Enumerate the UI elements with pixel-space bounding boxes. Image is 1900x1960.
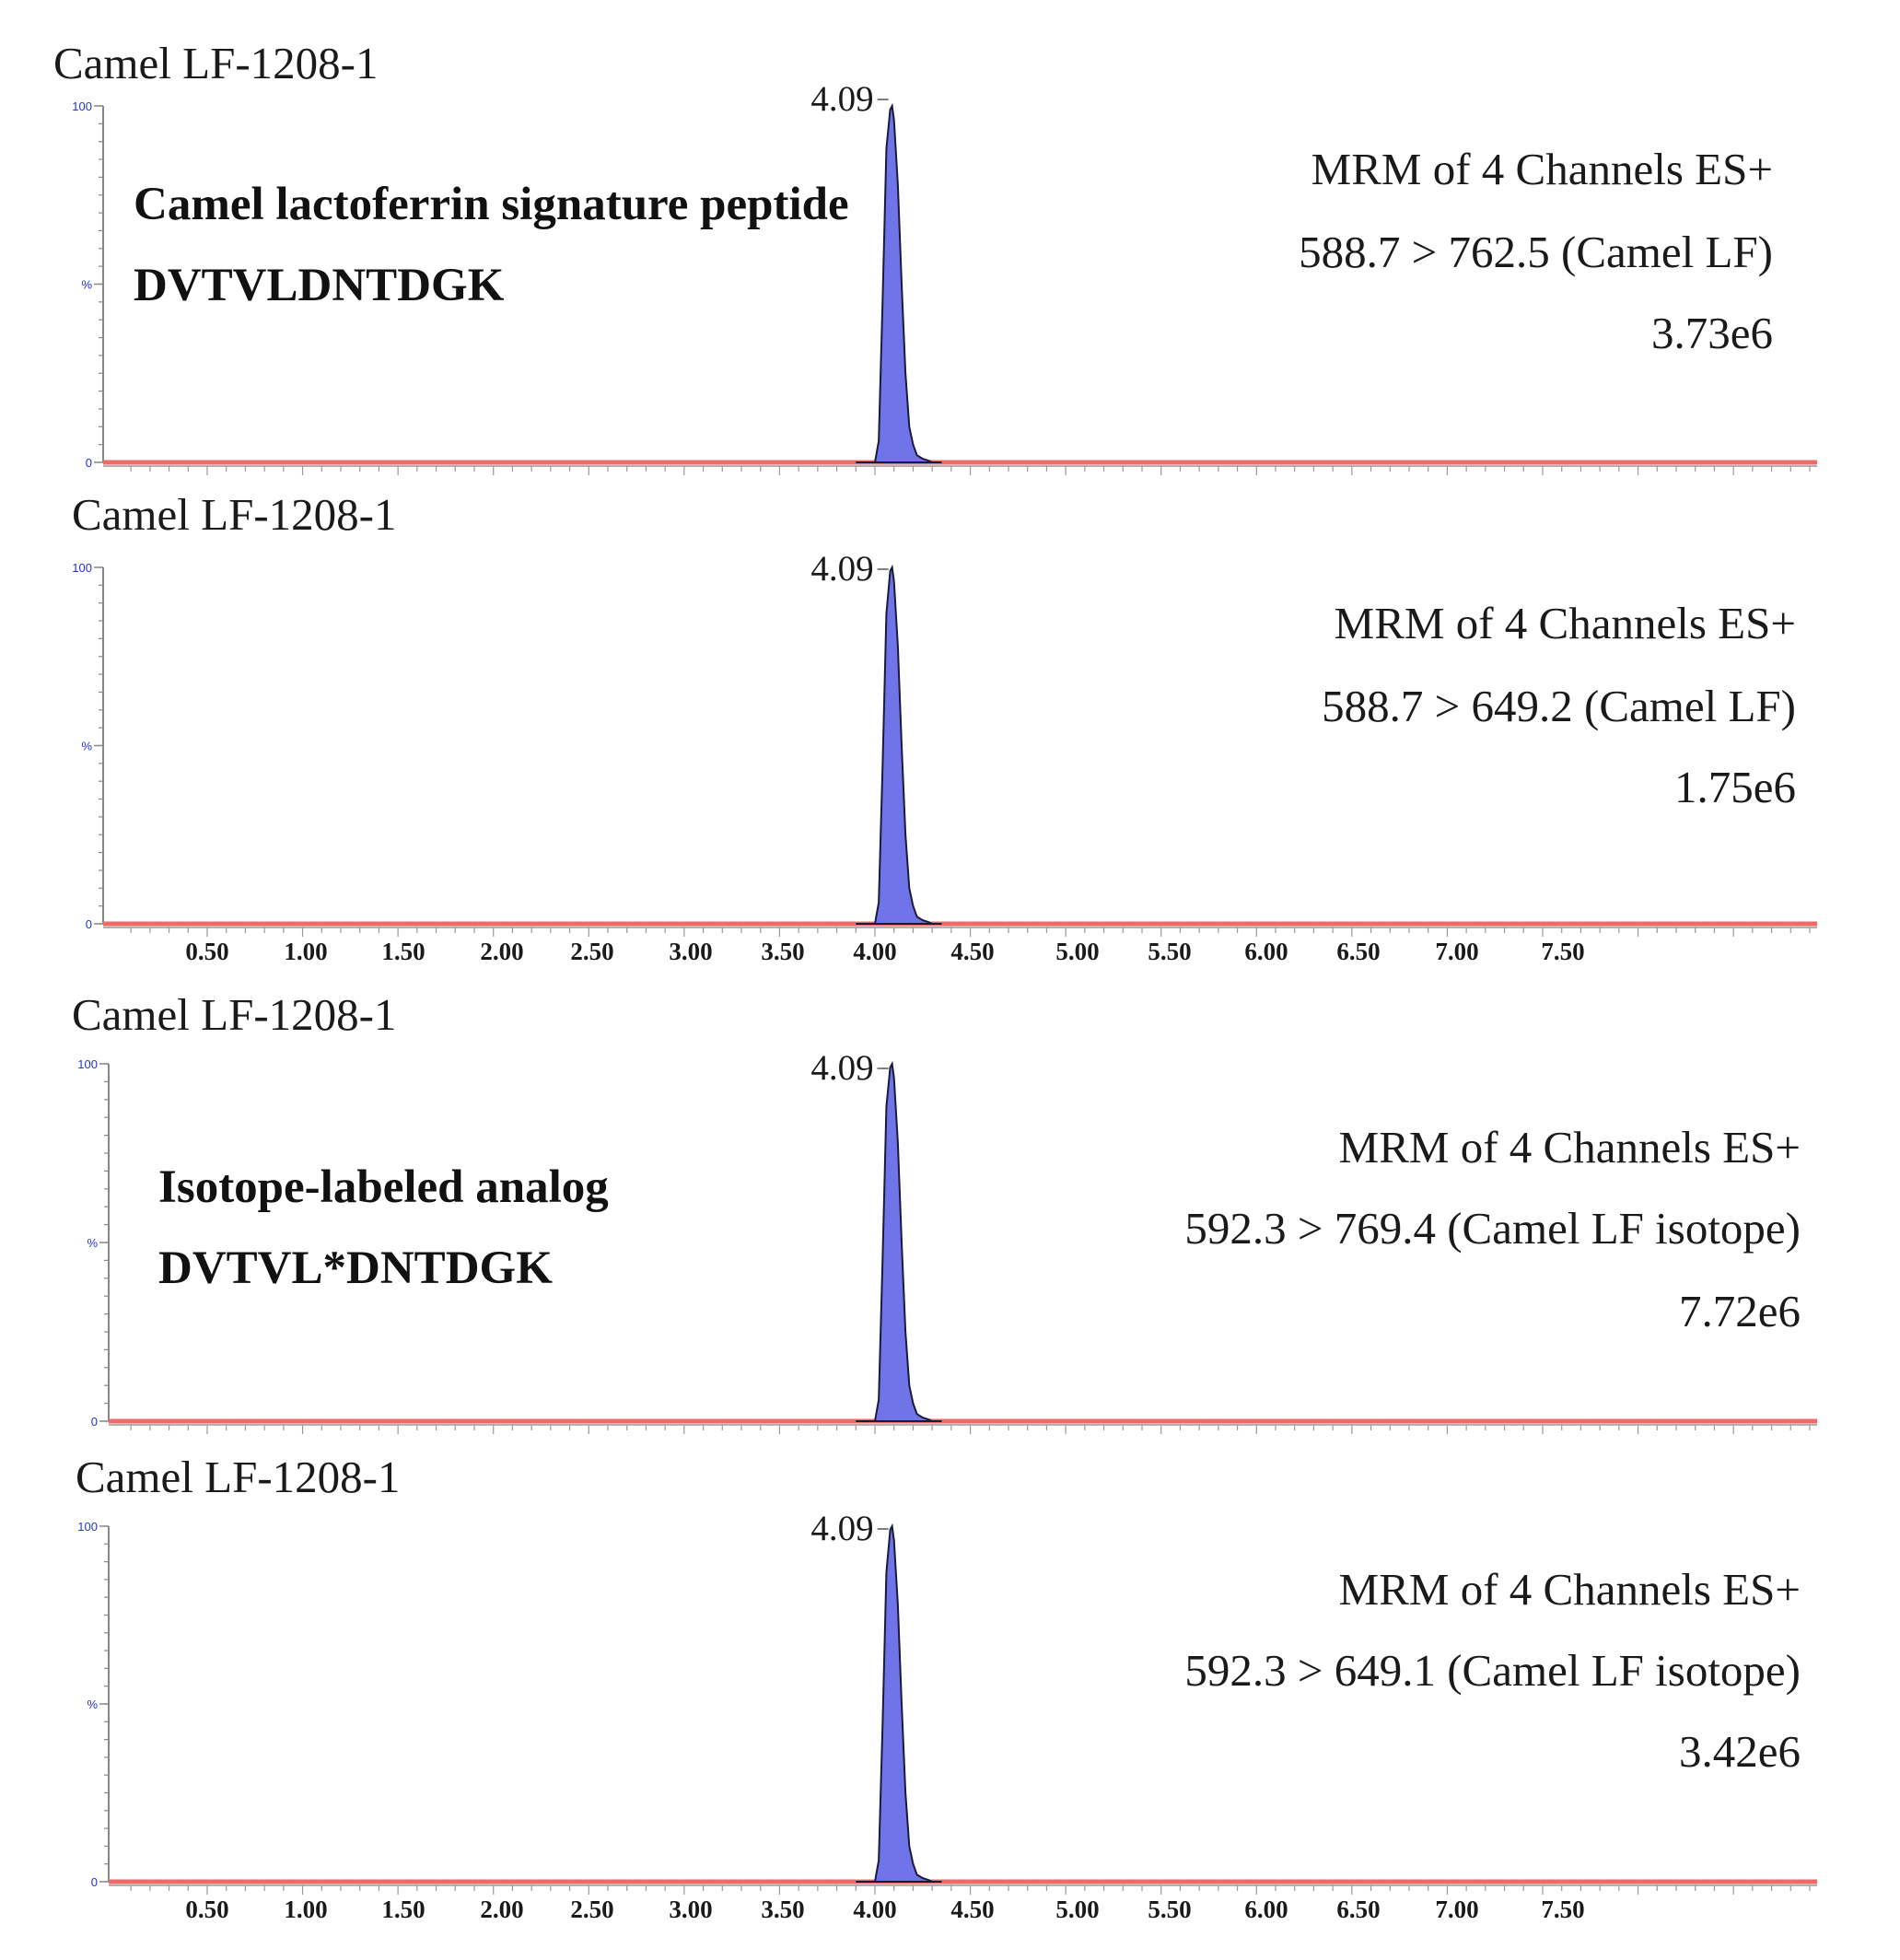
channel-info-line: MRM of 4 Channels ES+ — [1339, 1122, 1801, 1172]
channel-info-line: MRM of 4 Channels ES+ — [1339, 1564, 1801, 1615]
channel-info-line: 588.7 > 649.2 (Camel LF) — [1322, 681, 1796, 731]
x-tick-label: 6.50 — [1336, 1896, 1380, 1923]
y-tick-label: 0 — [91, 1415, 98, 1429]
x-tick-label: 4.50 — [950, 1896, 994, 1923]
sample-label: Camel LF-1208-1 — [72, 489, 396, 540]
x-tick-label: 2.00 — [480, 938, 523, 965]
channel-info-line: MRM of 4 Channels ES+ — [1311, 144, 1773, 194]
peptide-annotation: DVTVLDNTDGK — [134, 260, 505, 311]
peak-area — [856, 1060, 942, 1422]
peak-rt-label: 4.09 — [810, 1509, 873, 1548]
peak-area — [856, 1522, 942, 1883]
x-tick-label: 6.50 — [1336, 938, 1380, 965]
chromatogram-panel-4: Camel LF-1208-1 0% 100 4.09 MRM of 4 Channel… — [76, 1452, 1817, 1923]
peak-rt-label: 4.09 — [810, 79, 873, 119]
x-tick-label: 4.00 — [853, 1896, 896, 1923]
x-tick-label: 3.00 — [669, 938, 712, 965]
x-tick-label: 7.00 — [1435, 938, 1478, 965]
x-tick-label: 1.00 — [284, 938, 327, 965]
peak-area — [856, 102, 942, 463]
x-tick-label: 4.50 — [950, 938, 994, 965]
x-tick-label: 2.00 — [480, 1896, 523, 1923]
x-tick-label: 3.50 — [761, 1896, 804, 1923]
y-tick-label: % — [81, 740, 92, 753]
x-tick-label: 5.00 — [1055, 1896, 1099, 1923]
x-tick-label: 3.50 — [761, 938, 804, 965]
chromatogram-panel-2: Camel LF-1208-1 0% 100 4.09 MRM of 4 Channel… — [72, 489, 1817, 965]
y-tick-label: 100 — [72, 99, 92, 113]
y-tick-label: 100 — [77, 1057, 98, 1071]
y-tick-label: 100 — [72, 561, 92, 575]
y-tick-label: 100 — [77, 1520, 98, 1534]
x-tick-label: 1.50 — [381, 1896, 425, 1923]
x-tick-label: 0.50 — [185, 1896, 228, 1923]
channel-info-line: 588.7 > 762.5 (Camel LF) — [1299, 227, 1773, 277]
x-tick-label: 6.00 — [1244, 938, 1288, 965]
y-tick-label: 0 — [91, 1875, 98, 1889]
y-tick-label: % — [87, 1236, 98, 1250]
channel-info-line: MRM of 4 Channels ES+ — [1335, 598, 1796, 648]
channel-info-line: 1.75e6 — [1674, 762, 1796, 812]
chromatogram-panel-1: Camel LF-1208-1 0% 100 4.09 MRM of 4 Channel… — [53, 38, 1817, 475]
peptide-annotation: Camel lactoferrin signature peptide — [134, 179, 849, 230]
y-tick-label: % — [87, 1698, 98, 1711]
peak-rt-label: 4.09 — [810, 1048, 873, 1088]
peak-rt-label: 4.09 — [810, 549, 873, 589]
sample-label: Camel LF-1208-1 — [72, 989, 396, 1040]
peptide-annotation: Isotope-labeled analog — [158, 1161, 609, 1213]
x-tick-label: 5.00 — [1055, 938, 1099, 965]
sample-label: Camel LF-1208-1 — [53, 38, 378, 88]
channel-info-line: 7.72e6 — [1679, 1286, 1801, 1336]
x-tick-label: 5.50 — [1148, 1896, 1191, 1923]
x-tick-label: 1.00 — [284, 1896, 327, 1923]
sample-label: Camel LF-1208-1 — [76, 1452, 400, 1502]
y-tick-label: % — [81, 278, 92, 292]
x-tick-label: 7.50 — [1541, 1896, 1584, 1923]
x-tick-label: 3.00 — [669, 1896, 712, 1923]
channel-info-line: 592.3 > 649.1 (Camel LF isotope) — [1184, 1645, 1801, 1696]
x-tick-label: 7.00 — [1435, 1896, 1478, 1923]
y-tick-label: 0 — [86, 917, 92, 931]
x-tick-label: 2.50 — [570, 1896, 613, 1923]
channel-info-line: 3.73e6 — [1651, 308, 1773, 358]
x-tick-label: 7.50 — [1541, 938, 1584, 965]
x-tick-label: 0.50 — [185, 938, 228, 965]
channel-info-line: 592.3 > 769.4 (Camel LF isotope) — [1184, 1203, 1801, 1254]
peak-area — [856, 564, 942, 925]
x-tick-label: 6.00 — [1244, 1896, 1288, 1923]
channel-info-line: 3.42e6 — [1679, 1726, 1801, 1777]
x-tick-label: 4.00 — [853, 938, 896, 965]
peptide-annotation: DVTVL*DNTDGK — [158, 1242, 553, 1294]
x-tick-label: 5.50 — [1148, 938, 1191, 965]
x-tick-label: 2.50 — [570, 938, 613, 965]
chromatogram-panel-3: Camel LF-1208-1 0% 100 4.09 MRM of 4 Channel… — [72, 989, 1817, 1434]
x-tick-label: 1.50 — [381, 938, 425, 965]
y-tick-label: 0 — [86, 456, 92, 470]
